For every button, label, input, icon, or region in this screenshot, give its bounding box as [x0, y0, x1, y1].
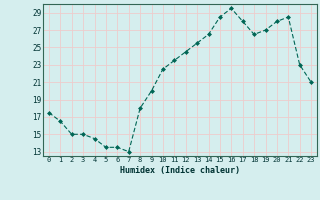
- X-axis label: Humidex (Indice chaleur): Humidex (Indice chaleur): [120, 166, 240, 175]
